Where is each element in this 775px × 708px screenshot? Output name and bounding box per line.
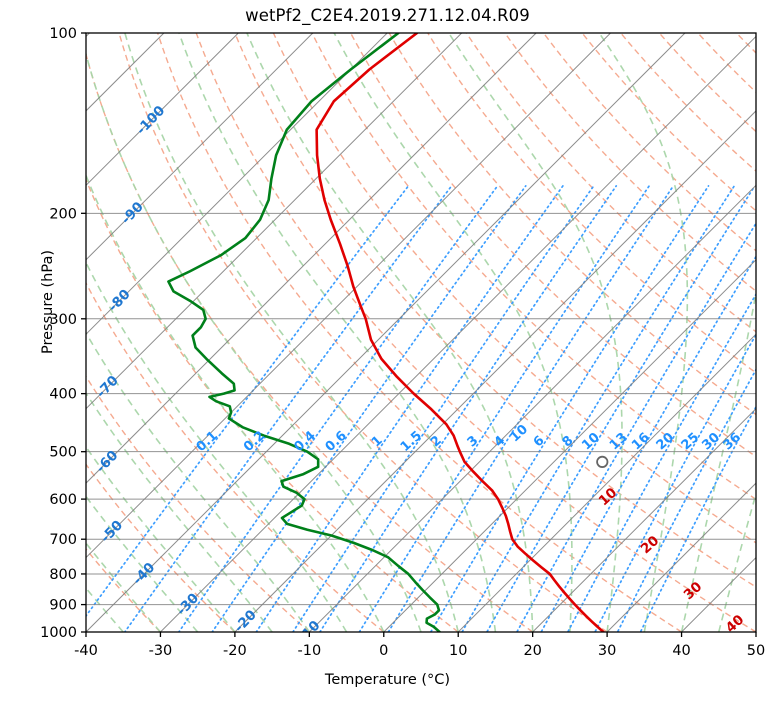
svg-text:10: 10 <box>449 643 467 659</box>
svg-text:-10: -10 <box>297 643 321 659</box>
svg-text:30: 30 <box>598 643 616 659</box>
svg-text:900: 900 <box>49 598 77 614</box>
chart-title: wetPf2_C2E4.2019.271.12.04.R09 <box>245 6 530 25</box>
svg-text:-20: -20 <box>223 643 247 659</box>
svg-text:700: 700 <box>49 532 77 548</box>
x-axis-ticks: -40 -30 -20 -10 0 10 20 30 40 50 <box>74 632 765 659</box>
svg-text:600: 600 <box>49 492 77 508</box>
svg-text:200: 200 <box>49 206 77 222</box>
svg-text:400: 400 <box>49 387 77 403</box>
moist-adiabat-lines <box>86 33 756 632</box>
x-axis-label: Temperature (°C) <box>324 672 451 688</box>
svg-text:800: 800 <box>49 567 77 583</box>
isobar-lines <box>86 33 756 632</box>
sounding-profiles <box>167 33 605 632</box>
isotherm-lines <box>86 33 756 632</box>
svg-text:1000: 1000 <box>40 625 77 641</box>
svg-text:0: 0 <box>379 643 388 659</box>
svg-text:20: 20 <box>523 643 541 659</box>
svg-text:100: 100 <box>49 26 77 42</box>
svg-text:-40: -40 <box>74 643 98 659</box>
svg-text:500: 500 <box>49 445 77 461</box>
profile-markers <box>596 455 609 468</box>
svg-text:300: 300 <box>49 312 77 328</box>
plot-frame <box>85 32 757 633</box>
y-axis-ticks: 100 200 300 400 500 600 700 800 900 1000 <box>40 26 86 641</box>
svg-text:40: 40 <box>672 643 690 659</box>
svg-text:50: 50 <box>747 643 765 659</box>
svg-text:-30: -30 <box>149 643 173 659</box>
mixing-ratio-lines <box>86 185 756 632</box>
